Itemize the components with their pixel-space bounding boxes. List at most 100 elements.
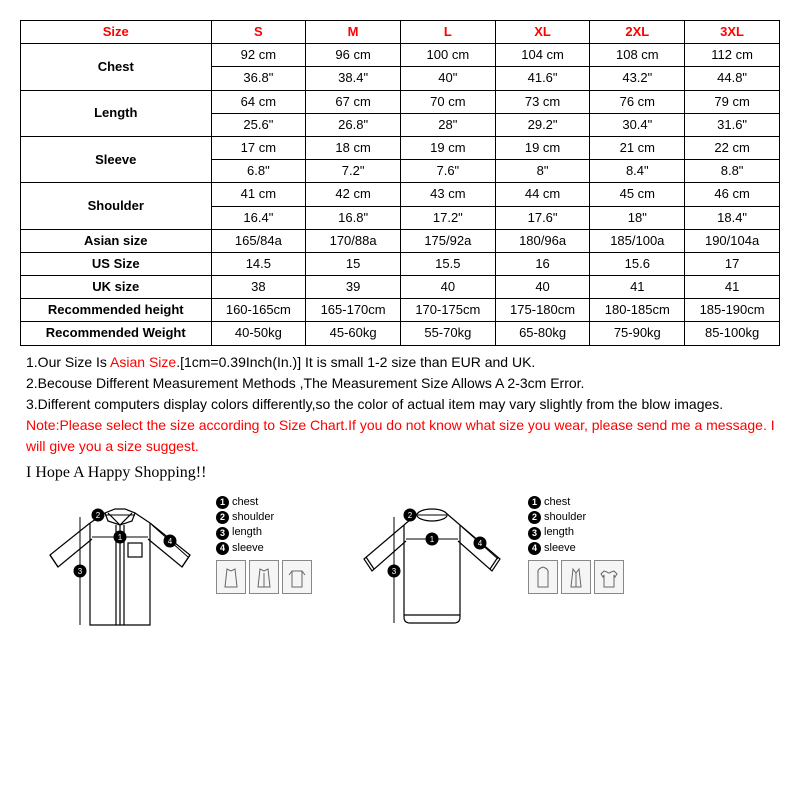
cell: 15 — [306, 252, 401, 275]
note-happy: I Hope A Happy Shopping!! — [26, 461, 780, 485]
cell: 18.4" — [685, 206, 780, 229]
cell: 6.8" — [211, 160, 306, 183]
legend-2: 1chest 2shoulder 3length 4sleeve — [528, 495, 624, 557]
cell: 43.2" — [590, 67, 685, 90]
cell: 40 — [400, 276, 495, 299]
cell: 15.6 — [590, 252, 685, 275]
cell: 175/92a — [400, 229, 495, 252]
cell: 73 cm — [495, 90, 590, 113]
cell: 18 cm — [306, 136, 401, 159]
cell: 45 cm — [590, 183, 685, 206]
cell: 41.6" — [495, 67, 590, 90]
cell: 8" — [495, 160, 590, 183]
cell: 175-180cm — [495, 299, 590, 322]
cell: 8.4" — [590, 160, 685, 183]
shirt-svg: 1 2 3 4 — [30, 495, 210, 645]
legend2-shoulder: shoulder — [544, 510, 586, 525]
thumb-blazer-icon — [249, 560, 279, 594]
cell: 17.2" — [400, 206, 495, 229]
note-1a: 1.Our Size Is — [26, 354, 110, 370]
cell: 36.8" — [211, 67, 306, 90]
svg-text:4: 4 — [478, 539, 483, 548]
size-chart-table: Size S M L XL 2XL 3XL Chest92 cm96 cm100… — [20, 20, 780, 346]
legend-chest: chest — [232, 495, 258, 510]
notes-block: 1.Our Size Is Asian Size.[1cm=0.39Inch(I… — [20, 352, 780, 485]
thumbs-1 — [216, 560, 312, 594]
col-s: S — [211, 21, 306, 44]
legend-length: length — [232, 525, 262, 540]
cell: 21 cm — [590, 136, 685, 159]
cell: 31.6" — [685, 113, 780, 136]
cell: 165-170cm — [306, 299, 401, 322]
row-label: Chest — [21, 44, 212, 90]
cell: 92 cm — [211, 44, 306, 67]
svg-text:3: 3 — [392, 567, 397, 576]
cell: 40 — [495, 276, 590, 299]
cell: 108 cm — [590, 44, 685, 67]
cell: 44 cm — [495, 183, 590, 206]
cell: 30.4" — [590, 113, 685, 136]
cell: 16.8" — [306, 206, 401, 229]
cell: 76 cm — [590, 90, 685, 113]
cell: 18" — [590, 206, 685, 229]
cell: 38.4" — [306, 67, 401, 90]
note-3: 3.Different computers display colors dif… — [26, 394, 780, 415]
thumb-shirt-icon — [282, 560, 312, 594]
cell: 46 cm — [685, 183, 780, 206]
cell: 41 — [685, 276, 780, 299]
cell: 15.5 — [400, 252, 495, 275]
cell: 70 cm — [400, 90, 495, 113]
cell: 96 cm — [306, 44, 401, 67]
note-1: 1.Our Size Is Asian Size.[1cm=0.39Inch(I… — [26, 352, 780, 373]
cell: 185-190cm — [685, 299, 780, 322]
cell: 29.2" — [495, 113, 590, 136]
cell: 100 cm — [400, 44, 495, 67]
thumb-jacket-icon — [216, 560, 246, 594]
row-label: Length — [21, 90, 212, 136]
cell: 16.4" — [211, 206, 306, 229]
cell: 41 — [590, 276, 685, 299]
col-l: L — [400, 21, 495, 44]
legend2-chest: chest — [544, 495, 570, 510]
legend-1: 1chest 2shoulder 3length 4sleeve — [216, 495, 312, 557]
cell: 64 cm — [211, 90, 306, 113]
cell: 65-80kg — [495, 322, 590, 345]
cell: 39 — [306, 276, 401, 299]
cell: 180-185cm — [590, 299, 685, 322]
cell: 14.5 — [211, 252, 306, 275]
cell: 185/100a — [590, 229, 685, 252]
diagram-sweatshirt: 1 2 3 4 1chest 2shoulder 3length 4sleeve — [342, 495, 624, 645]
cell: 44.8" — [685, 67, 780, 90]
cell: 7.2" — [306, 160, 401, 183]
cell: 40-50kg — [211, 322, 306, 345]
cell: 19 cm — [400, 136, 495, 159]
cell: 85-100kg — [685, 322, 780, 345]
cell: 19 cm — [495, 136, 590, 159]
cell: 17 cm — [211, 136, 306, 159]
cell: 75-90kg — [590, 322, 685, 345]
cell: 43 cm — [400, 183, 495, 206]
svg-text:4: 4 — [168, 537, 173, 546]
cell: 180/96a — [495, 229, 590, 252]
note-1-red: Asian Size — [110, 354, 176, 370]
diagrams-row: 1 2 3 4 1chest 2shoulder 3length 4sleev — [20, 495, 780, 645]
svg-text:3: 3 — [78, 567, 83, 576]
cell: 22 cm — [685, 136, 780, 159]
note-2: 2.Becouse Different Measurement Methods … — [26, 373, 780, 394]
cell: 42 cm — [306, 183, 401, 206]
cell: 160-165cm — [211, 299, 306, 322]
cell: 7.6" — [400, 160, 495, 183]
svg-text:2: 2 — [408, 511, 413, 520]
cell: 112 cm — [685, 44, 780, 67]
cell: 16 — [495, 252, 590, 275]
cell: 8.8" — [685, 160, 780, 183]
legend2-sleeve: sleeve — [544, 541, 576, 556]
col-2xl: 2XL — [590, 21, 685, 44]
cell: 67 cm — [306, 90, 401, 113]
cell: 79 cm — [685, 90, 780, 113]
row-label: UK size — [21, 276, 212, 299]
row-label: Sleeve — [21, 136, 212, 182]
row-label: Recommended Weight — [21, 322, 212, 345]
thumbs-2 — [528, 560, 624, 594]
cell: 41 cm — [211, 183, 306, 206]
